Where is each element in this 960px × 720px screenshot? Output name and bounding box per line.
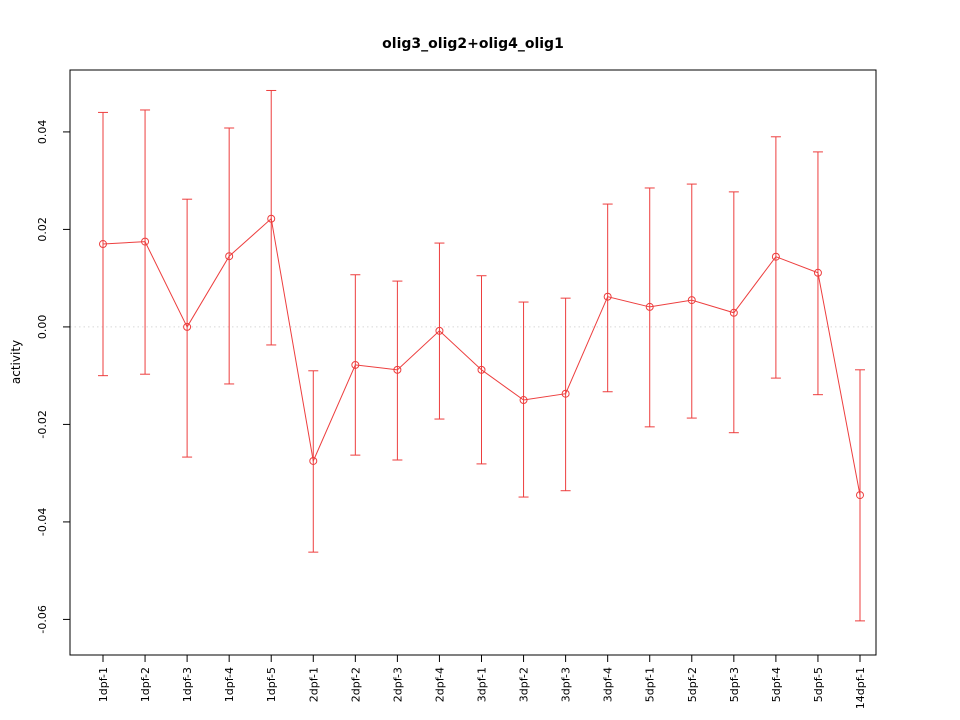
- data-point: [561, 389, 570, 398]
- data-point: [729, 308, 738, 317]
- x-tick-label: 5dpf-2: [686, 667, 699, 702]
- data-point: [309, 456, 318, 465]
- data-point: [856, 491, 864, 500]
- data-point: [267, 214, 276, 223]
- data-point: [519, 396, 528, 405]
- x-tick-label: 2dpf-1: [307, 667, 320, 702]
- x-tick-label: 1dpf-1: [97, 667, 110, 702]
- x-tick-label: 5dpf-5: [812, 667, 825, 702]
- plot-area: 0.04 0.02 0.00 -0.02 -0.04 -0.06 1dpf-1 1dpf-2 1…: [36, 69, 877, 709]
- x-tick-label: 5dpf-1: [644, 667, 657, 702]
- data-point: [813, 268, 822, 277]
- plot-frame: [69, 69, 877, 656]
- x-tick-label: 2dpf-3: [391, 667, 404, 702]
- x-tick-label: 5dpf-3: [728, 667, 741, 702]
- chart-title: olig3_olig2+olig4_olig1: [382, 36, 564, 52]
- x-tick-label: 2dpf-4: [433, 667, 446, 702]
- x-tick-label: 5dpf-4: [770, 667, 783, 702]
- x-tick-label: 3dpf-3: [560, 667, 573, 702]
- x-tick-label: 3dpf-2: [518, 667, 531, 702]
- x-tick-label: 1dpf-4: [223, 667, 236, 702]
- y-tick-label: -0.02: [36, 410, 49, 438]
- data-point: [435, 326, 444, 335]
- data-point: [183, 322, 192, 331]
- series-line: [102, 217, 861, 496]
- y-tick-label: -0.04: [36, 508, 49, 536]
- data-point: [603, 292, 612, 301]
- y-tick-label: 0.00: [36, 315, 49, 340]
- x-tick-label: 3dpf-4: [602, 667, 615, 702]
- x-tick-label: 1dpf-3: [181, 667, 194, 702]
- y-tick-label: 0.02: [36, 217, 49, 242]
- data-point: [477, 365, 486, 374]
- x-tick-label: 1dpf-5: [265, 667, 278, 702]
- data-point: [225, 252, 234, 261]
- data-point: [99, 240, 107, 249]
- data-point: [141, 237, 150, 246]
- data-point: [351, 360, 360, 369]
- y-tick-label: 0.04: [36, 120, 49, 145]
- y-tick-label: -0.06: [36, 605, 49, 633]
- data-point: [645, 302, 654, 311]
- x-tick-label: 14dpf-1: [854, 667, 867, 709]
- data-point: [771, 252, 780, 261]
- y-axis-label: activity: [9, 340, 23, 384]
- x-tick-label: 2dpf-2: [349, 667, 362, 702]
- data-point: [687, 296, 696, 305]
- x-tick-label: 1dpf-2: [139, 667, 152, 702]
- data-point: [393, 365, 402, 374]
- x-tick-label: 3dpf-1: [476, 667, 489, 702]
